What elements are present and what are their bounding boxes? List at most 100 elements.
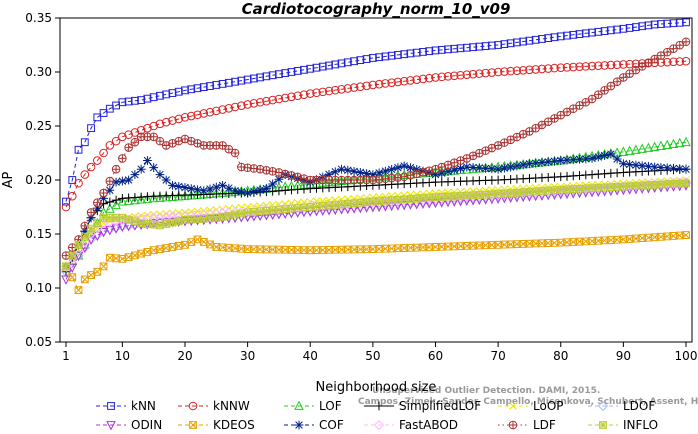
- data-point-knn: [149, 93, 158, 102]
- legend-item-cof: COF: [284, 418, 344, 432]
- data-point-knn: [212, 81, 221, 89]
- data-point-inflo: [281, 205, 290, 214]
- data-point-knnw: [105, 141, 115, 150]
- data-point-cof: [506, 162, 516, 172]
- data-point-ldf: [174, 136, 184, 146]
- legend-label-ldof: LDOF: [623, 399, 655, 413]
- data-point-inflo: [343, 199, 352, 208]
- data-point-knn: [224, 78, 233, 87]
- data-point-knn: [74, 145, 83, 154]
- data-point-knn: [437, 45, 446, 54]
- data-point-inflo: [356, 198, 365, 207]
- data-point-cof: [499, 163, 509, 173]
- y-tick-label: 0.30: [25, 65, 52, 79]
- data-point-fastabod: [85, 228, 97, 240]
- data-point-lof: [618, 146, 629, 156]
- data-point-knnw: [374, 79, 384, 89]
- data-point-inflo: [118, 213, 127, 222]
- legend-label-cof: COF: [319, 418, 344, 432]
- series-line-kdeos: [65, 234, 687, 292]
- data-point-cof: [130, 170, 140, 179]
- data-point-knn: [487, 41, 496, 50]
- data-point-lof: [468, 163, 478, 174]
- data-point-cof: [86, 213, 96, 223]
- legend-item-fastabod: FastABOD: [364, 418, 458, 432]
- data-point-ldf: [93, 198, 102, 207]
- data-point-odin: [92, 231, 103, 242]
- data-point-kdeos: [149, 246, 158, 255]
- data-point-knnw: [243, 100, 252, 109]
- data-point-cof: [399, 161, 409, 171]
- data-point-ldf: [437, 162, 447, 172]
- data-point-knn: [513, 38, 521, 47]
- data-point-ldf: [600, 86, 609, 95]
- data-point-ldf: [619, 73, 628, 82]
- data-point-kdeos: [74, 286, 83, 295]
- y-tick-label: 0.15: [25, 227, 52, 241]
- data-point-inflo: [68, 251, 77, 260]
- data-point-knn: [412, 48, 421, 57]
- x-tick-label: 90: [616, 349, 631, 363]
- data-point-knnw: [500, 67, 509, 76]
- legend-marker-ldof: [597, 400, 609, 412]
- data-point-cof: [262, 184, 271, 194]
- data-point-knn: [575, 30, 584, 38]
- data-point-kdeos: [193, 235, 202, 244]
- data-point-knnw: [449, 71, 459, 81]
- data-point-inflo: [318, 202, 327, 210]
- legend-marker-simplifiedlof: [374, 401, 384, 411]
- data-point-cof: [249, 187, 259, 196]
- x-tick-label: 70: [490, 349, 505, 363]
- data-point-cof: [374, 168, 384, 178]
- data-point-odin: [86, 235, 96, 245]
- data-point-cof: [330, 167, 340, 177]
- data-point-ldf: [681, 37, 691, 47]
- data-point-ldf: [431, 164, 440, 174]
- data-point-knnw: [387, 78, 396, 87]
- data-point-cof: [681, 164, 691, 174]
- data-point-cof: [355, 168, 365, 177]
- data-point-ldf: [180, 134, 190, 144]
- series-line-ldf: [65, 41, 687, 256]
- data-point-knnw: [268, 95, 277, 105]
- legend-marker-knnw: [188, 401, 198, 411]
- data-point-cof: [431, 170, 440, 179]
- data-point-knnw: [237, 101, 246, 110]
- data-point-cof: [437, 168, 447, 178]
- data-point-knn: [556, 32, 565, 41]
- data-point-cof: [111, 177, 121, 187]
- data-point-knnw: [293, 91, 303, 101]
- data-point-knn: [281, 69, 290, 77]
- data-point-knnw: [487, 68, 497, 77]
- data-point-knnw: [424, 73, 434, 83]
- data-point-knnw: [130, 128, 140, 137]
- data-point-knn: [325, 61, 333, 70]
- data-point-knnw: [406, 76, 415, 85]
- data-point-cof: [550, 156, 559, 166]
- data-point-knnw: [512, 66, 522, 76]
- data-point-knnw: [625, 59, 634, 69]
- legend-label-lof: LOF: [319, 399, 342, 413]
- data-point-knn: [544, 34, 553, 42]
- data-point-knn: [550, 33, 559, 42]
- data-point-knn: [312, 63, 321, 72]
- data-point-odin: [67, 263, 78, 273]
- data-point-ldf: [105, 176, 115, 186]
- data-point-kdeos: [206, 240, 214, 249]
- data-point-knnw: [675, 57, 685, 66]
- data-point-knnw: [161, 117, 171, 127]
- y-axis-label: AP: [1, 171, 16, 188]
- data-point-cof: [562, 155, 572, 165]
- data-point-knn: [600, 27, 609, 35]
- data-point-kdeos: [143, 248, 152, 256]
- data-point-cof: [593, 152, 603, 162]
- x-tick-label: 60: [428, 349, 443, 363]
- data-point-knnw: [118, 132, 127, 142]
- data-point-knn: [293, 67, 302, 75]
- data-point-inflo: [62, 262, 70, 271]
- legend-marker-inflo: [599, 421, 607, 429]
- data-point-cof: [380, 166, 390, 176]
- data-point-inflo: [124, 215, 133, 224]
- watermark-line: Campos, Zimek, Sander, Campello, Micenko…: [358, 397, 698, 407]
